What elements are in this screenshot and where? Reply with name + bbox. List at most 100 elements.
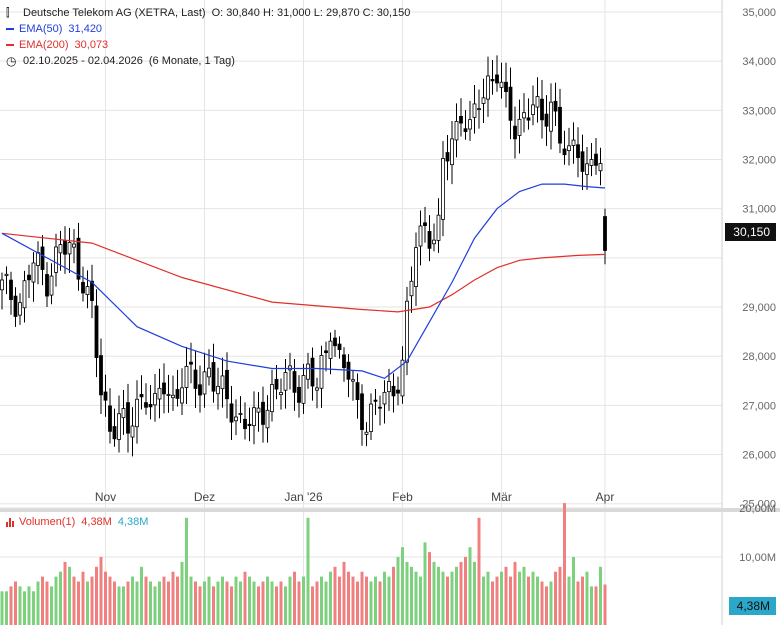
volume-bar: [122, 586, 125, 625]
volume-bar: [86, 581, 89, 625]
volume-bar: [500, 571, 503, 625]
candle-body: [423, 222, 427, 226]
volume-bar: [72, 576, 76, 625]
candle-body: [117, 413, 121, 440]
time-tick-label: Dez: [194, 490, 215, 504]
candle-body: [364, 431, 369, 435]
candle-body: [553, 100, 558, 112]
ema200-line: [1, 232, 606, 313]
volume-bar: [149, 581, 152, 625]
price-tick-label: 33,000: [742, 105, 776, 117]
candle-body: [333, 337, 337, 347]
candle-body: [94, 305, 99, 358]
volume-bar: [23, 591, 26, 625]
volume-bar: [270, 581, 274, 625]
candle-body: [292, 371, 297, 393]
candle-body: [31, 262, 36, 283]
volume-bar: [396, 557, 400, 625]
candle-body: [310, 357, 315, 387]
candle-body: [126, 402, 130, 434]
volume-bar: [225, 581, 229, 625]
volume-bar: [549, 581, 553, 625]
price-tick-label: 27,000: [742, 400, 776, 412]
candle-body: [585, 163, 589, 175]
candle-body: [18, 302, 22, 316]
volume-bar: [275, 586, 278, 625]
candle-body: [567, 145, 571, 151]
time-tick-label: Feb: [392, 490, 413, 504]
candle-body: [378, 406, 382, 409]
volume-bar: [360, 571, 364, 625]
volume-bar: [189, 576, 193, 625]
volume-bar: [315, 581, 319, 625]
volume-bar: [50, 586, 53, 625]
candle-body: [193, 369, 198, 389]
candle-body: [328, 340, 333, 359]
pane-separator: [0, 508, 780, 512]
volume-bar: [248, 576, 251, 625]
volume-bar: [558, 566, 562, 625]
ema50-row: EMA(50) 31,420: [6, 21, 410, 37]
candle-body: [265, 409, 270, 429]
candle-body: [121, 408, 126, 419]
volume-bar: [473, 561, 476, 625]
candle-body: [54, 246, 58, 273]
volume-bar: [9, 586, 13, 625]
volume-bar: [504, 566, 508, 625]
candle-body: [76, 237, 81, 280]
candle-body: [517, 118, 522, 136]
volume-bar: [450, 571, 454, 625]
candle-body: [81, 281, 85, 294]
volume-bar: [32, 591, 35, 625]
candle-body: [72, 243, 76, 248]
volume-bar: [437, 566, 440, 625]
candle-body: [432, 239, 436, 245]
candle-body: [112, 426, 117, 440]
candle-body: [324, 350, 328, 354]
volume-value-1: 4,38M: [81, 516, 112, 528]
candle-body: [558, 106, 562, 144]
candle-body: [108, 405, 112, 432]
volume-bar: [41, 576, 44, 625]
volume-bar: [104, 571, 107, 625]
volume-bar: [194, 581, 197, 625]
candle-body: [319, 355, 324, 389]
clock-icon: ◷: [6, 54, 17, 68]
candle-body: [504, 81, 508, 93]
candle-body: [315, 387, 319, 391]
candle-body: [130, 425, 135, 438]
candle-body: [27, 274, 31, 281]
candle-body: [594, 153, 598, 166]
candle-body: [486, 75, 490, 100]
volume-bar: [293, 571, 296, 625]
volume-bar: [302, 576, 305, 625]
candle-body: [301, 375, 306, 404]
ema50-swatch: [6, 28, 14, 30]
volume-bar: [14, 581, 17, 625]
chart-legend: ⫿ Deutsche Telekom AG (XETRA, Last) O: 3…: [6, 5, 410, 69]
candle-body: [495, 74, 499, 84]
candle-body: [463, 128, 468, 132]
candle-body: [342, 354, 346, 369]
volume-bar: [90, 576, 94, 625]
volume-legend: Volumen(1) 4,38M 4,38M: [6, 516, 148, 528]
price-tick-label: 31,000: [742, 204, 776, 216]
candle-body: [450, 138, 454, 166]
volume-bar: [153, 586, 157, 625]
candle-body: [513, 125, 517, 140]
volume-bar: [603, 584, 607, 625]
volume-bar: [513, 561, 517, 625]
candle-body: [382, 391, 387, 405]
volume-bar: [540, 581, 544, 625]
instrument-title: Deutsche Telekom AG (XETRA, Last): [23, 7, 206, 19]
volume-bar: [320, 576, 323, 625]
ema200-swatch: [6, 44, 14, 46]
candle-body: [306, 363, 310, 380]
candle-body: [13, 295, 18, 317]
ema50-line: [1, 183, 606, 379]
volume-bar: [221, 576, 224, 625]
candle-body: [238, 413, 243, 415]
price-tick-label: 35,000: [742, 7, 776, 19]
title-row: ⫿ Deutsche Telekom AG (XETRA, Last) O: 3…: [6, 5, 410, 21]
